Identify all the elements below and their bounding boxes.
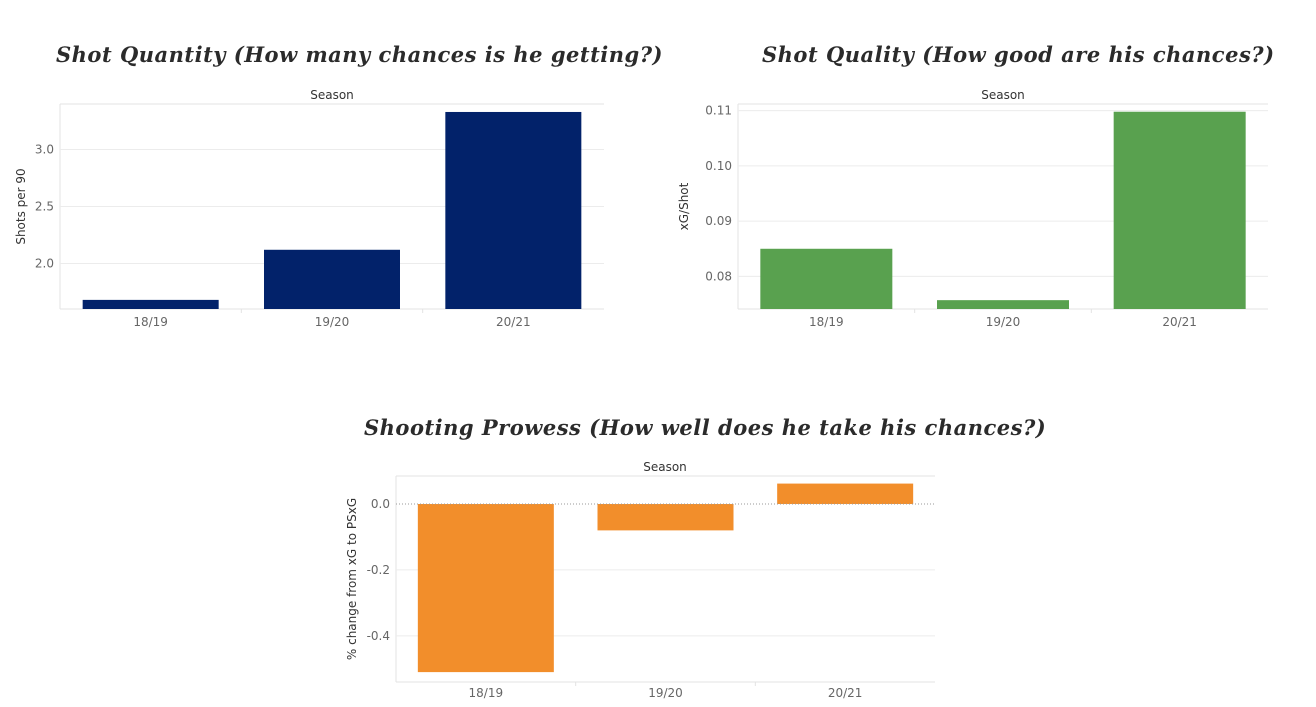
chart-title-shooting-prowess: Shooting Prowess (How well does he take … — [364, 415, 1047, 440]
y-axis-title: Shots per 90 — [14, 168, 28, 244]
chart-shot-quantity: Season Shots per 90 2.0 2.5 3.0 18/19 19/20 20/… — [14, 88, 604, 329]
bar-18-19 — [417, 504, 554, 673]
x-category-label: 18/19 — [809, 315, 844, 329]
y-tick-label: 0.11 — [705, 104, 732, 118]
x-category-label: 19/20 — [648, 686, 683, 700]
x-axis-title: Season — [981, 88, 1025, 102]
bar-19-20 — [937, 300, 1069, 309]
chart-title-shot-quantity: Shot Quantity (How many chances is he ge… — [56, 42, 663, 67]
bar-18-19 — [760, 248, 893, 309]
x-category-label: 18/19 — [469, 686, 504, 700]
y-tick-label: 0.08 — [705, 269, 732, 283]
y-tick-label: 0.0 — [371, 497, 390, 511]
y-tick-label: -0.2 — [367, 563, 390, 577]
x-axis-title: Season — [310, 88, 354, 102]
bar-20-21 — [777, 483, 914, 505]
x-category-label: 20/21 — [828, 686, 863, 700]
chart-title-shot-quality: Shot Quality (How good are his chances?) — [762, 42, 1275, 67]
x-category-label: 20/21 — [496, 315, 531, 329]
y-tick-label: 0.09 — [705, 214, 732, 228]
x-category-label: 18/19 — [133, 315, 168, 329]
y-tick-label: 0.10 — [705, 159, 732, 173]
x-category-label: 19/20 — [315, 315, 350, 329]
bar-18-19 — [82, 299, 219, 309]
chart-shooting-prowess: Season % change from xG to PSxG 0.0 -0.2 -0.… — [345, 460, 935, 700]
bar-19-20 — [597, 504, 734, 531]
x-category-label: 20/21 — [1162, 315, 1197, 329]
y-tick-label: 3.0 — [35, 143, 54, 157]
y-tick-label: -0.4 — [367, 629, 390, 643]
y-tick-label: 2.0 — [35, 256, 54, 270]
x-axis-title: Season — [643, 460, 687, 474]
y-axis-title: xG/Shot — [677, 182, 691, 230]
chart-shot-quality: Season xG/Shot 0.08 0.09 0.10 0.11 18/19 19/20 2… — [677, 88, 1268, 329]
bar-20-21 — [1113, 111, 1246, 310]
x-category-label: 19/20 — [986, 315, 1021, 329]
bar-20-21 — [445, 111, 582, 309]
bar-19-20 — [264, 249, 400, 309]
y-axis-title: % change from xG to PSxG — [345, 498, 359, 660]
y-tick-label: 2.5 — [35, 200, 54, 214]
